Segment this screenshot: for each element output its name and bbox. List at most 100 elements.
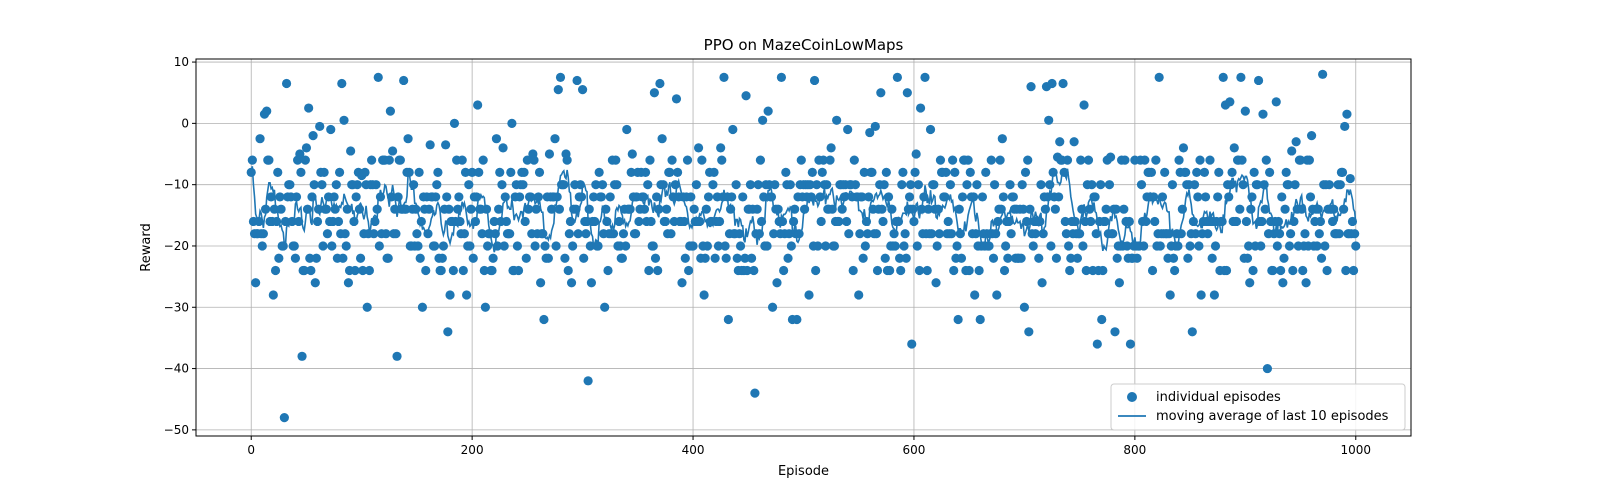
- data-point: [1101, 204, 1111, 214]
- data-point: [495, 167, 505, 178]
- x-tick-label: 1000: [1340, 443, 1371, 457]
- data-point: [499, 241, 509, 251]
- data-point: [1176, 229, 1186, 239]
- data-point: [1315, 216, 1326, 227]
- data-point: [1200, 192, 1211, 202]
- data-point: [862, 229, 873, 239]
- data-point: [1140, 155, 1150, 165]
- data-point: [1298, 265, 1308, 276]
- data-point: [1252, 180, 1263, 190]
- data-point: [1072, 253, 1083, 263]
- data-point: [1214, 167, 1224, 178]
- data-point: [849, 155, 859, 165]
- data-point: [1276, 265, 1286, 276]
- data-point: [1295, 155, 1306, 165]
- data-point: [573, 229, 583, 239]
- data-point: [1337, 167, 1348, 178]
- data-point: [1316, 253, 1327, 263]
- data-point: [433, 167, 443, 178]
- data-point: [713, 241, 724, 251]
- data-point: [295, 149, 305, 159]
- data-point: [1183, 253, 1193, 263]
- data-point: [519, 167, 529, 178]
- data-point: [1165, 290, 1175, 300]
- data-point: [331, 180, 341, 190]
- data-point: [1291, 137, 1301, 147]
- data-point: [935, 155, 946, 165]
- data-point: [805, 180, 815, 190]
- data-point: [1242, 253, 1253, 263]
- data-point: [441, 140, 451, 150]
- data-point: [680, 253, 690, 263]
- data-point: [454, 192, 464, 202]
- data-point: [697, 155, 707, 165]
- data-point: [487, 265, 497, 276]
- data-point: [735, 241, 746, 251]
- data-point: [1227, 167, 1237, 178]
- data-point: [568, 241, 578, 251]
- data-point: [1151, 155, 1161, 165]
- data-point: [1221, 265, 1232, 276]
- data-point: [369, 229, 379, 239]
- data-point: [907, 339, 917, 349]
- data-point: [1006, 229, 1016, 239]
- data-point: [1036, 180, 1046, 190]
- axis-ticks: 0 200 400 600 800 1000 −50 −40 −30 −20 −10 0 10: [164, 55, 1371, 457]
- data-point: [1008, 192, 1018, 202]
- data-point: [429, 241, 440, 251]
- data-point: [1235, 204, 1245, 214]
- data-point: [346, 146, 356, 156]
- data-point: [327, 241, 337, 251]
- data-point: [1300, 229, 1310, 239]
- data-point: [566, 278, 577, 288]
- data-point: [1090, 192, 1100, 202]
- data-point: [817, 167, 827, 178]
- data-point: [1160, 167, 1170, 178]
- data-point: [813, 241, 823, 251]
- data-point: [1105, 152, 1116, 162]
- data-point: [890, 241, 900, 251]
- data-point: [1322, 265, 1332, 276]
- data-point: [266, 192, 276, 202]
- data-point: [667, 155, 677, 165]
- data-point: [1241, 216, 1252, 227]
- data-point: [498, 143, 508, 153]
- data-point: [880, 253, 890, 263]
- data-point: [445, 290, 455, 300]
- data-point: [772, 278, 782, 288]
- data-point: [984, 241, 994, 251]
- data-point: [865, 127, 875, 138]
- data-point: [974, 265, 984, 276]
- data-point: [1199, 167, 1210, 178]
- data-point: [1150, 216, 1160, 227]
- data-point: [631, 229, 641, 239]
- data-point: [1312, 241, 1322, 251]
- data-point: [860, 241, 870, 251]
- data-point: [857, 192, 867, 202]
- data-point: [693, 143, 704, 153]
- data-point: [962, 180, 972, 190]
- data-point: [970, 290, 980, 300]
- data-point: [1120, 155, 1130, 165]
- y-tick-label: 0: [181, 116, 189, 130]
- data-point: [1305, 192, 1316, 202]
- data-point: [843, 124, 853, 135]
- x-tick-label: 600: [903, 443, 926, 457]
- data-point: [494, 204, 504, 214]
- data-point: [306, 265, 316, 276]
- data-point: [1209, 290, 1219, 300]
- data-point: [343, 278, 354, 288]
- data-point: [906, 180, 916, 190]
- data-point: [460, 167, 471, 178]
- data-point: [589, 192, 599, 202]
- data-point: [652, 192, 662, 202]
- data-point: [1268, 265, 1278, 276]
- data-point: [1003, 253, 1013, 263]
- data-point: [1193, 192, 1203, 202]
- data-point: [1261, 155, 1271, 165]
- data-point: [1279, 253, 1289, 263]
- data-point: [825, 155, 835, 165]
- data-point: [1272, 241, 1282, 251]
- data-point: [289, 241, 299, 251]
- data-point: [684, 265, 694, 276]
